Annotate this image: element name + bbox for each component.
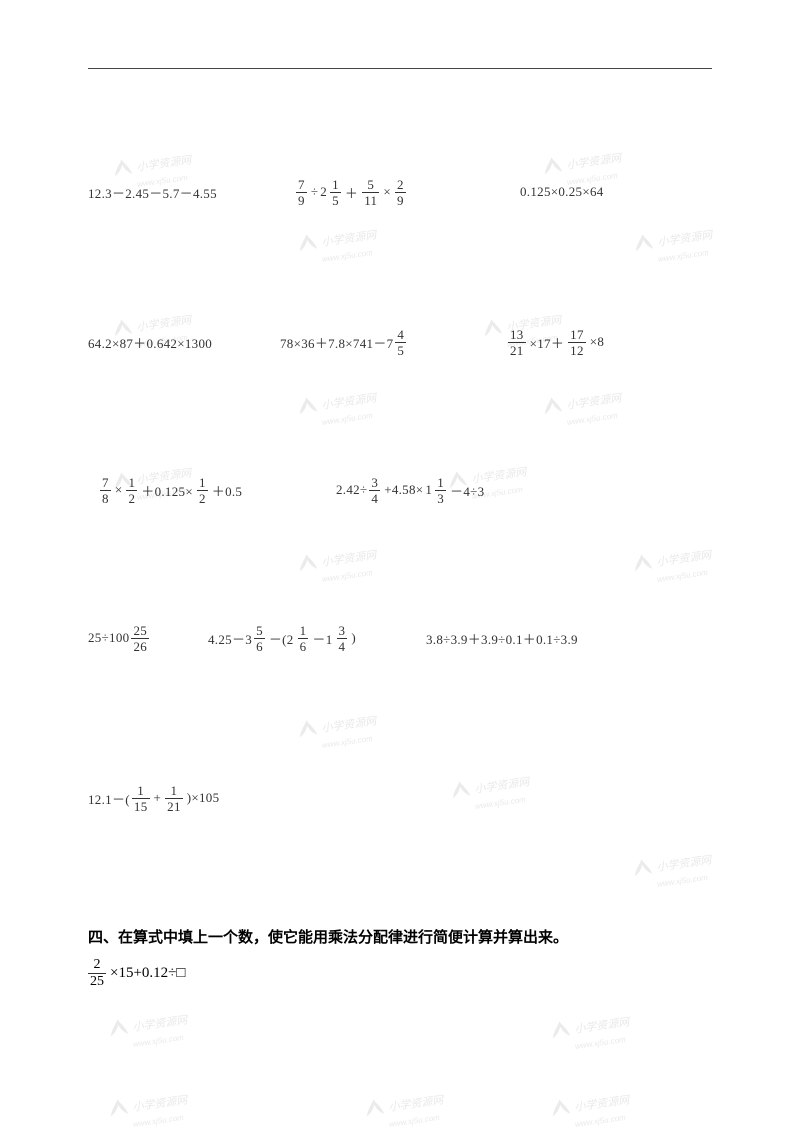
operator: + — [154, 790, 162, 806]
fraction: 2526 — [131, 624, 149, 653]
page-container: { "page": { "width": 800, "height": 1132… — [0, 0, 800, 1132]
operator: －4÷3 — [450, 481, 484, 500]
fraction: 45 — [395, 328, 406, 357]
fraction: 34 — [369, 476, 380, 505]
math-expression: 3.8÷3.9＋3.9÷0.1＋0.1÷3.9 — [426, 629, 578, 648]
operator: × — [115, 482, 123, 498]
watermark: 小学资源网www.xj5u.com — [292, 538, 408, 603]
fraction: 13 — [435, 476, 446, 505]
math-expression: 64.2×87＋0.642×1300 — [88, 333, 212, 352]
math-expression: 1321×17＋1712×8 — [506, 328, 606, 357]
fraction: 79 — [296, 178, 307, 207]
math-expression: 2.42÷34+4.58×113－4÷3 — [336, 476, 486, 505]
fraction: 15 — [330, 178, 341, 207]
operator: ×8 — [590, 334, 604, 350]
watermark: 小学资源网www.xj5u.com — [445, 765, 561, 830]
watermark: 小学资源网www.xj5u.com — [292, 218, 408, 283]
top-rule — [88, 68, 712, 69]
math-expression: 79÷215＋511×29 — [294, 178, 408, 207]
fraction: 511 — [362, 178, 379, 207]
watermark: 小学资源网www.xj5u.com — [537, 381, 653, 446]
operator: ×15+0.12÷□ — [110, 965, 185, 982]
fraction: 56 — [254, 624, 265, 653]
watermark: 小学资源网www.xj5u.com — [103, 1083, 219, 1132]
math-expression: 4.25－356－(216－1 34) — [208, 624, 358, 653]
fraction: 225 — [88, 958, 106, 989]
math-expression: 78×12＋0.125×12＋0.5 — [98, 476, 244, 505]
watermark: 小学资源网www.xj5u.com — [627, 843, 743, 908]
math-expression: 12.3－2.45－5.7－4.55 — [88, 183, 217, 202]
math-expression: 12.1－(115+121)×105 — [88, 784, 221, 813]
section-4-title: 四、在算式中填上一个数，使它能用乘法分配律进行简便计算并算出来。 — [88, 926, 568, 947]
operator: ＋0.125× — [141, 481, 193, 500]
mixed-number: 113 — [425, 476, 448, 505]
operator: －1 — [312, 629, 332, 648]
watermark: 小学资源网www.xj5u.com — [628, 218, 744, 283]
fraction: 1321 — [508, 328, 526, 357]
fraction: 12 — [126, 476, 137, 505]
math-expression: 0.125×0.25×64 — [520, 184, 604, 200]
operator: －(2 — [269, 629, 294, 648]
text-run: 4.25－3 — [208, 629, 252, 648]
text-run: 12.3－2.45－5.7－4.55 — [88, 183, 217, 202]
operator: +4.58× — [384, 482, 423, 498]
fraction: 115 — [132, 784, 150, 813]
watermark: 小学资源网www.xj5u.com — [359, 1083, 475, 1132]
text-run: 3.8÷3.9＋3.9÷0.1＋0.1÷3.9 — [426, 629, 578, 648]
fraction: 34 — [337, 624, 348, 653]
math-expression: 25÷1002526 — [88, 624, 151, 653]
math-expression: 78×36＋7.8×741－745 — [280, 328, 408, 357]
text-run: 64.2×87＋0.642×1300 — [88, 333, 212, 352]
text-run: 0.125×0.25×64 — [520, 184, 604, 200]
watermark: 小学资源网www.xj5u.com — [292, 704, 408, 769]
text-run: 12.1－( — [88, 789, 130, 808]
watermark: 小学资源网www.xj5u.com — [292, 381, 408, 446]
operator: ×17＋ — [530, 333, 565, 352]
operator: ÷ — [311, 184, 318, 200]
operator: )×105 — [187, 790, 220, 806]
text-run: 78×36＋7.8×741－7 — [280, 333, 393, 352]
operator: × — [383, 184, 391, 200]
watermark: 小学资源网www.xj5u.com — [545, 1083, 661, 1132]
watermark: 小学资源网www.xj5u.com — [545, 1005, 661, 1070]
watermark: 小学资源网www.xj5u.com — [103, 1003, 219, 1068]
operator: ＋ — [345, 183, 358, 202]
watermark: 小学资源网www.xj5u.com — [627, 538, 743, 603]
text-run: 2.42÷ — [336, 482, 367, 498]
operator: ＋0.5 — [212, 481, 242, 500]
fraction: 12 — [197, 476, 208, 505]
fraction: 16 — [298, 624, 309, 653]
fraction: 78 — [100, 476, 111, 505]
operator: ) — [351, 630, 356, 646]
fraction: 121 — [165, 784, 183, 813]
fraction: 1712 — [568, 328, 586, 357]
fraction: 29 — [395, 178, 406, 207]
section-4-expression: 225×15+0.12÷□ — [86, 958, 187, 989]
mixed-number: 215 — [320, 178, 343, 207]
text-run: 25÷100 — [88, 630, 129, 646]
